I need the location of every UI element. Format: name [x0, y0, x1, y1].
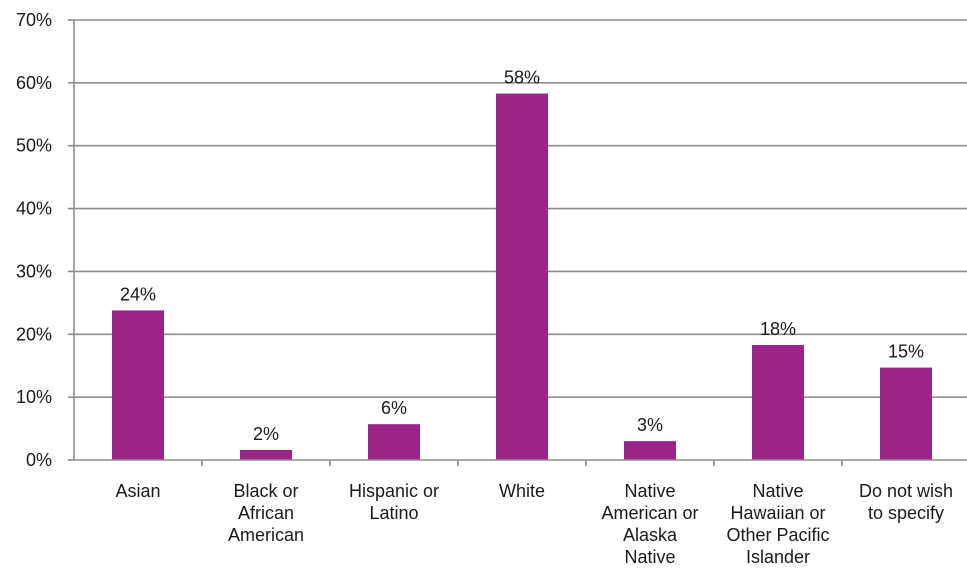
bar: [752, 344, 804, 460]
y-tick-label: 20%: [16, 324, 52, 344]
y-tick-label: 10%: [16, 387, 52, 407]
bar: [880, 367, 932, 460]
data-label: 15%: [888, 342, 924, 362]
bars: [112, 93, 932, 461]
data-label: 6%: [381, 398, 407, 418]
y-tick-label: 30%: [16, 261, 52, 281]
y-tick-label: 0%: [26, 450, 52, 470]
category-label: White: [499, 481, 545, 501]
y-tick-label: 70%: [16, 10, 52, 30]
bar: [112, 310, 164, 460]
category-label: Black or African American: [228, 481, 304, 545]
category-label: Do not wish to specify: [859, 481, 953, 523]
category-label: Native Hawaiian or Other Pacific Islander: [726, 481, 829, 567]
bar: [496, 93, 548, 461]
category-label: Asian: [115, 481, 160, 501]
category-label: Native American or Alaska Native: [601, 481, 698, 567]
data-labels: 24% 2% 6% 58% 3% 18% 15%: [120, 68, 924, 444]
data-label: 18%: [760, 319, 796, 339]
data-label: 58%: [504, 68, 540, 88]
y-tick-label: 50%: [16, 136, 52, 156]
category-labels: Asian Black or African American Hispanic or L…: [115, 481, 953, 567]
axes: [73, 20, 967, 466]
y-axis-ticks: 0% 10% 20% 30% 40% 50% 60% 70%: [16, 10, 74, 470]
data-label: 3%: [637, 415, 663, 435]
category-label: Hispanic or Latino: [349, 481, 439, 523]
data-label: 24%: [120, 284, 156, 304]
y-tick-label: 60%: [16, 73, 52, 93]
bar: [368, 424, 420, 460]
bar: [240, 449, 292, 460]
bar: [624, 441, 676, 460]
data-label: 2%: [253, 424, 279, 444]
y-tick-label: 40%: [16, 199, 52, 219]
